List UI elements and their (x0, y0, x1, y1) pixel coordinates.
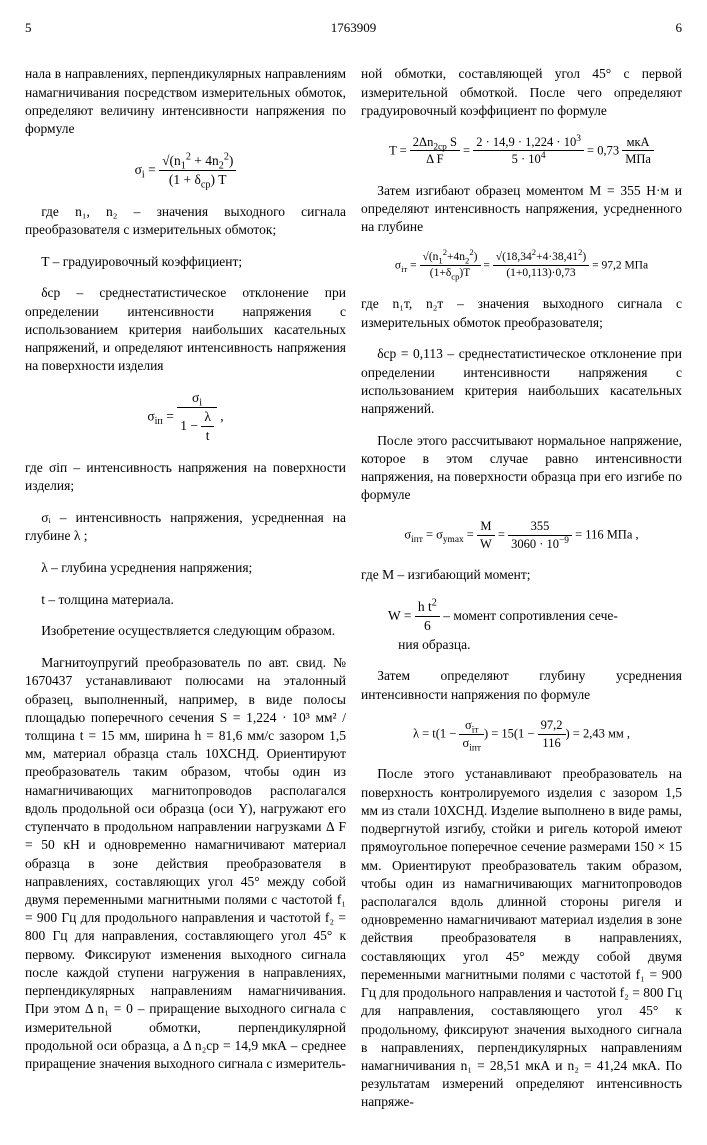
formula-W: W = h t26 – момент сопротивления сече- н… (361, 598, 682, 654)
formula-sigma-ipt: σiпт = σymax = MW = 3553060 · 10−9 = 116… (361, 518, 682, 553)
right-p1: ной обмотки, составляющей угол 45° с пер… (361, 65, 682, 120)
left-p10: Магнитоупругий преобразователь по авт. с… (25, 654, 346, 1073)
doc-number: 1763909 (32, 20, 676, 37)
left-p3: T – градуировочный коэффициент; (25, 253, 346, 271)
right-p2: Затем изгибают образец моментом M = 355 … (361, 182, 682, 237)
formula-sigma-ip: σiп = σi 1 − λt , (25, 389, 346, 446)
left-p4: δcp – среднестатистическое отклонение пр… (25, 284, 346, 375)
left-p2: где n₁, n₂ – значения выходного сигнала … (25, 203, 346, 239)
right-p4: δcp = 0,113 – среднестатистическое откло… (361, 345, 682, 418)
right-p7: Затем определяют глубину усреднения инте… (361, 667, 682, 703)
formula-sigma-i: σi = √(n12 + 4n22) (1 + δcp) T (25, 152, 346, 189)
left-p8: t – толщина материала. (25, 591, 346, 609)
left-p1: нала в направлениях, перпендикулярных на… (25, 65, 346, 138)
formula-sigma-it: σiт = √(n12+4n22)(1+δcp)T = √(18,342+4·3… (361, 250, 682, 282)
left-p6: σᵢ – интенсивность напряжения, усредненн… (25, 509, 346, 545)
page-header: 5 1763909 6 (25, 20, 682, 37)
right-p3: где n₁т, n₂т – значения выходного сигнал… (361, 295, 682, 331)
left-p5: где σiп – интенсивность напряжения на по… (25, 459, 346, 495)
left-p7: λ – глубина усреднения напряжения; (25, 559, 346, 577)
content-columns: нала в направлениях, перпендикулярных на… (25, 52, 682, 1125)
right-p5: После этого рассчитывают нормальное напр… (361, 432, 682, 505)
left-column: нала в направлениях, перпендикулярных на… (25, 52, 346, 1125)
formula-T: T = 2Δn2cp SΔ F = 2 · 14,9 · 1,224 · 103… (361, 134, 682, 169)
left-p9: Изобретение осуществляется следующим обр… (25, 622, 346, 640)
right-p8: После этого устанавливают преобразовател… (361, 765, 682, 1111)
right-column: ной обмотки, составляющей угол 45° с пер… (361, 52, 682, 1125)
formula-lambda: λ = t(1 − σiтσiпт) = 15(1 − 97,2116) = 2… (361, 717, 682, 752)
right-p6: где M – изгибающий момент; (361, 566, 682, 584)
page-num-right: 6 (676, 20, 683, 37)
